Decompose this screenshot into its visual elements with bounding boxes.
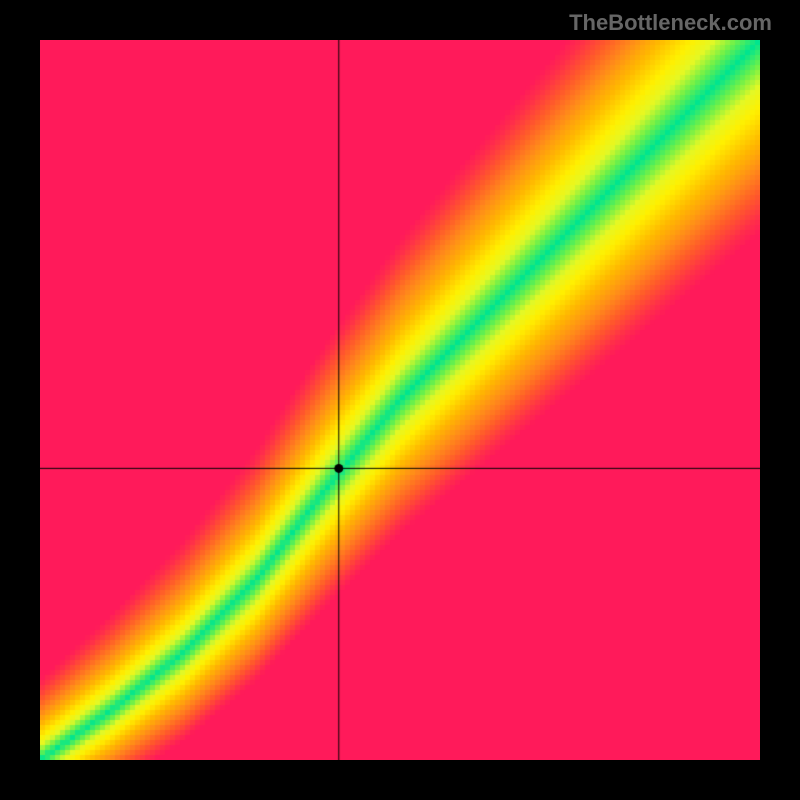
chart-container: TheBottleneck.com <box>0 0 800 800</box>
watermark-text: TheBottleneck.com <box>569 10 772 36</box>
plot-area <box>40 40 760 760</box>
heatmap-canvas <box>40 40 760 760</box>
